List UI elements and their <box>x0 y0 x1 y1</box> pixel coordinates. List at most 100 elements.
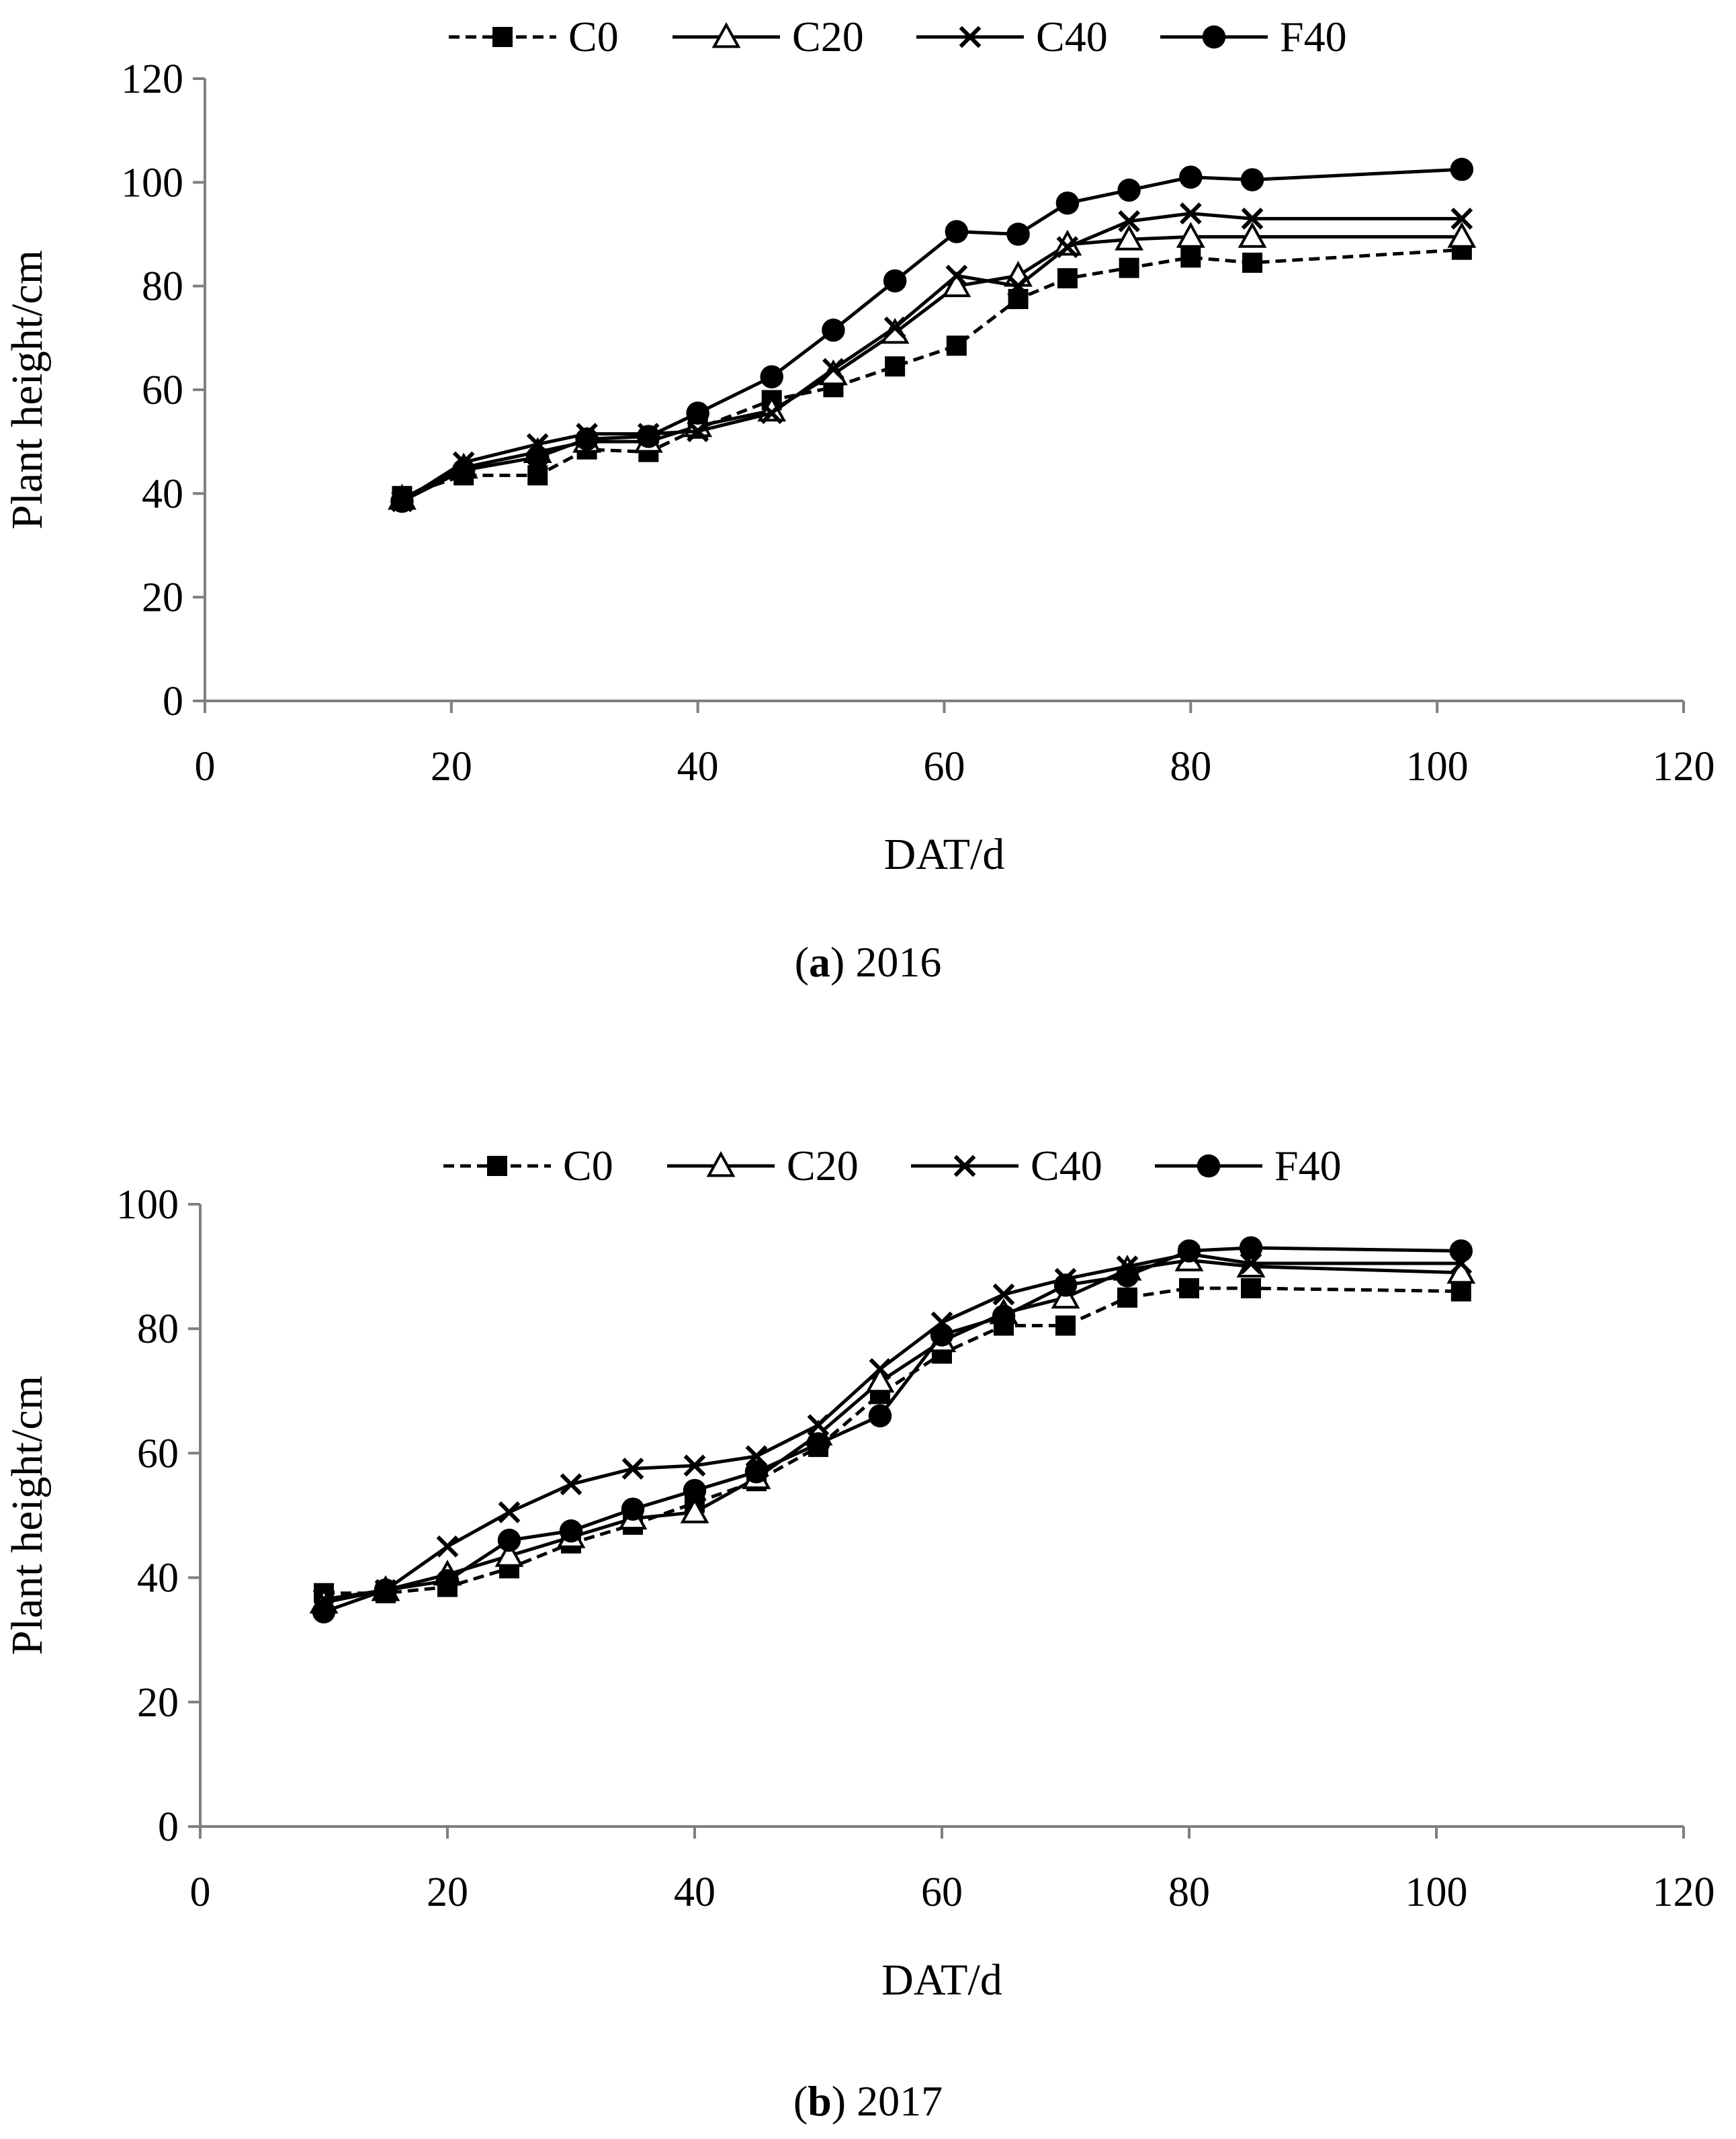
caption-a-letter: a <box>809 938 830 986</box>
y-tick-label: 80 <box>142 264 183 310</box>
caption-a: (a) 2016 <box>794 938 942 986</box>
x-tick-label: 40 <box>674 1870 715 1915</box>
data-point-c20 <box>865 1366 895 1393</box>
legend-label: F40 <box>1280 13 1347 60</box>
data-point-c0 <box>1180 247 1201 268</box>
data-point-f40 <box>683 1478 707 1503</box>
legend-marker <box>959 26 982 48</box>
x-tick-label: 80 <box>1170 744 1211 790</box>
legend-label: C0 <box>563 1142 613 1189</box>
data-point-c20 <box>680 1497 709 1523</box>
series-line-c0 <box>401 248 1463 498</box>
y-tick-label: 0 <box>158 1804 179 1850</box>
data-point-f40 <box>1177 1239 1201 1263</box>
series-line-f40 <box>401 167 1462 503</box>
legend-item-c20: C20 <box>672 13 864 60</box>
legend-marker <box>711 22 741 48</box>
series-line-c40 <box>401 212 1462 503</box>
y-tick-label: 20 <box>137 1680 179 1726</box>
data-point-f40 <box>525 446 550 469</box>
y-tick-label: 100 <box>121 160 183 206</box>
caption-b: (b) 2017 <box>793 2077 943 2125</box>
caption-b-year: 2017 <box>857 2077 943 2125</box>
data-point-c20 <box>494 1541 524 1567</box>
legend-item-f40: F40 <box>1155 1142 1342 1189</box>
y-tick-label: 60 <box>137 1431 179 1476</box>
data-point-f40 <box>1055 191 1080 215</box>
data-point-c40 <box>1056 236 1079 259</box>
data-point-c20 <box>1238 222 1267 248</box>
data-point-c40 <box>945 264 968 287</box>
data-point-c40 <box>1007 275 1029 298</box>
y-tick-label: 20 <box>142 575 183 621</box>
legend-marker <box>1197 1154 1221 1178</box>
x-tick-label: 120 <box>1653 1870 1715 1915</box>
y-axis-title: Plant height/cm <box>3 1376 52 1655</box>
data-point-c40 <box>992 1283 1015 1306</box>
data-point-c20 <box>819 359 848 386</box>
data-point-c0 <box>1119 257 1139 278</box>
data-point-f40 <box>390 489 414 513</box>
data-point-f40 <box>312 1600 336 1624</box>
data-point-f40 <box>575 427 599 451</box>
data-point-f40 <box>760 365 783 388</box>
data-point-f40 <box>637 425 660 448</box>
data-point-c20 <box>1176 222 1205 248</box>
chart-panel-b: 0 20 40 60 80 100 0 20 40 60 80 100 120 DAT/d Plant he… <box>0 1116 1736 2139</box>
x-tick-label: 80 <box>1168 1870 1210 1915</box>
data-point-c0 <box>1179 1278 1199 1299</box>
data-point-f40 <box>559 1519 583 1543</box>
y-axis-title: Plant height/cm <box>3 250 52 530</box>
data-point-f40 <box>883 269 907 293</box>
legend-label: C40 <box>1031 1142 1102 1189</box>
data-point-c40 <box>761 402 783 425</box>
data-point-f40 <box>686 401 709 425</box>
data-point-f40 <box>435 1568 460 1593</box>
data-point-c40 <box>822 358 844 380</box>
data-point-f40 <box>1053 1273 1078 1297</box>
data-point-f40 <box>822 319 845 342</box>
legend-marker <box>1202 25 1226 49</box>
data-point-c0 <box>1057 268 1078 289</box>
x-tick-label: 100 <box>1405 1870 1468 1915</box>
data-point-c0 <box>1055 1315 1076 1336</box>
data-point-c40 <box>683 1454 706 1477</box>
data-point-c40 <box>1179 202 1202 225</box>
legend-marker <box>706 1150 736 1177</box>
data-point-f40 <box>1117 178 1141 202</box>
x-tick-label: 20 <box>427 1870 468 1915</box>
y-tick-label: 80 <box>137 1306 179 1352</box>
data-point-c20 <box>1447 222 1477 248</box>
data-point-c0 <box>1117 1287 1137 1308</box>
y-tick-label: 40 <box>137 1556 179 1601</box>
data-point-c0 <box>1242 252 1263 273</box>
legend-item-c40: C40 <box>916 13 1108 60</box>
legend-label: C20 <box>787 1142 859 1189</box>
series-line-c0 <box>324 1286 1461 1595</box>
data-point-f40 <box>1240 168 1264 192</box>
data-point-f40 <box>1179 165 1203 189</box>
data-point-c20 <box>1115 224 1144 251</box>
data-point-f40 <box>451 458 476 482</box>
chart-panel-a: 0 20 40 60 80 100 120 0 20 40 60 80 100 120 DAT/d Plant… <box>0 0 1736 1001</box>
legend-label: C0 <box>568 13 619 60</box>
x-tick-label: 100 <box>1406 744 1469 790</box>
caption-a-year: 2016 <box>855 938 942 986</box>
data-point-f40 <box>744 1460 769 1484</box>
x-axis-title: DAT/d <box>884 830 1005 879</box>
x-tick-label: 60 <box>924 744 965 790</box>
caption-b-letter: b <box>808 2077 832 2125</box>
data-point-f40 <box>1115 1264 1139 1288</box>
series-line-f40 <box>323 1246 1461 1613</box>
data-point-f40 <box>1239 1236 1263 1260</box>
data-point-c0 <box>1241 1278 1261 1299</box>
x-tick-label: 120 <box>1653 744 1715 790</box>
data-point-c0 <box>1450 1281 1471 1302</box>
legend-item-c20: C20 <box>667 1142 859 1189</box>
legend-item-c0: C0 <box>443 1142 613 1189</box>
x-tick-label: 40 <box>677 744 719 790</box>
data-point-c40 <box>869 1358 892 1380</box>
data-point-f40 <box>1006 222 1030 246</box>
data-point-c40 <box>560 1473 582 1496</box>
y-tick-label: 120 <box>121 56 183 102</box>
